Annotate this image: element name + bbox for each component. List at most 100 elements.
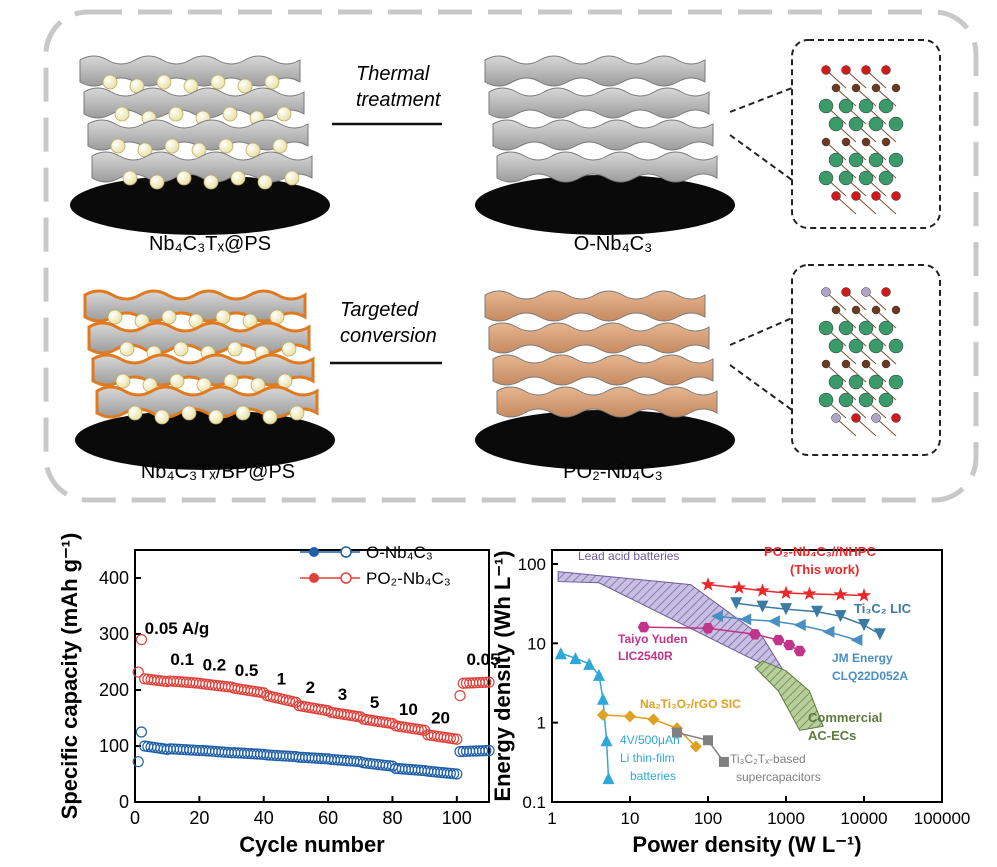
legend-marker (340, 546, 352, 558)
stack-shadow (475, 410, 735, 470)
data-point (600, 734, 613, 747)
atom (841, 137, 851, 147)
data-point (731, 580, 747, 594)
polystyrene-sphere (237, 78, 253, 94)
nanosheet (484, 55, 706, 87)
atom (891, 191, 901, 201)
data-point (778, 585, 794, 600)
atom (888, 338, 904, 354)
x-axis-title: Cycle number (239, 832, 385, 857)
polystyrene-sphere (191, 142, 207, 158)
y-tick-label: 0 (119, 792, 129, 812)
data-point (647, 713, 660, 726)
data-point (850, 634, 863, 647)
x-axis-title: Power density (W L⁻¹) (632, 832, 861, 857)
atom (881, 137, 891, 147)
legend-marker (340, 572, 352, 584)
annotation: Ti₃C₂ LIC (854, 601, 912, 616)
x-tick-label: 0 (130, 808, 140, 828)
sheet-stack (70, 55, 330, 235)
data-point (354, 711, 366, 723)
rate-label: 0.1 (170, 650, 194, 669)
annotation: supercapacitors (736, 770, 821, 784)
data-point (258, 687, 270, 699)
sheet-stack (475, 55, 735, 235)
polystyrene-sphere (284, 170, 300, 186)
polystyrene-sphere (230, 170, 246, 186)
atom (888, 152, 904, 168)
data-point (702, 623, 714, 634)
sheet-stack (475, 290, 735, 470)
y-tick-label: 400 (99, 568, 129, 588)
y-tick-label: 0.1 (522, 793, 546, 812)
data-point (454, 689, 466, 702)
atom (821, 65, 831, 75)
data-point (483, 676, 495, 688)
data-point (703, 735, 713, 746)
bond (835, 309, 857, 329)
atom (848, 374, 864, 390)
data-point (451, 768, 463, 780)
atom (831, 83, 841, 93)
atom (868, 374, 884, 390)
atom (828, 374, 844, 390)
rate-label: 0.05 A/g (145, 619, 210, 638)
atom (891, 305, 901, 315)
data-point (730, 597, 743, 610)
stack-shadow (475, 175, 735, 235)
atom (838, 98, 854, 114)
sheet-stack (75, 289, 335, 470)
annotation: Na₂Ti₃O₇/rGO SIC (640, 697, 741, 711)
nanosheet (484, 290, 706, 322)
data-point (802, 586, 817, 600)
data-point (480, 745, 492, 757)
x-tick-label: 100000 (914, 809, 971, 828)
plot-frame (551, 549, 943, 803)
annotation: CLQ22D052A (832, 669, 908, 683)
annotation: Commercial (808, 710, 882, 725)
rate-label: 0.5 (235, 661, 259, 680)
atom (871, 191, 881, 201)
polystyrene-sphere (281, 341, 297, 357)
crystal-structure (818, 287, 904, 437)
polystyrene-sphere (272, 138, 288, 154)
data-point (772, 634, 785, 646)
data-point (689, 740, 702, 753)
atom (841, 287, 851, 297)
atom (838, 320, 854, 336)
polystyrene-sphere (222, 106, 238, 122)
bond (825, 141, 847, 161)
atom (851, 83, 861, 93)
stack-shadow (75, 410, 335, 470)
data-point (739, 613, 752, 626)
bond (855, 87, 877, 107)
atom (858, 98, 874, 114)
data-point (386, 717, 399, 730)
polystyrene-sphere (173, 341, 189, 357)
legend-label: PO₂-Nb₄C₃ (366, 569, 451, 588)
bond (875, 309, 897, 329)
rate-label: 20 (431, 709, 450, 728)
atom (891, 83, 901, 93)
atom (818, 98, 834, 114)
nanosheet (492, 354, 714, 386)
polystyrene-sphere (115, 373, 131, 389)
atom (831, 305, 841, 315)
polystyrene-sphere (176, 170, 192, 186)
bond (845, 363, 867, 383)
atom (878, 170, 894, 186)
polystyrene-sphere (119, 341, 135, 357)
data-point (451, 733, 463, 745)
arrow-thermal-line1: Thermal (356, 63, 430, 85)
nanosheet (79, 55, 301, 87)
x-tick-label: 1000 (767, 809, 805, 828)
bond (825, 363, 847, 383)
atom (818, 320, 834, 336)
data-point (873, 628, 886, 641)
data-point (476, 676, 489, 689)
data-point (856, 588, 872, 602)
bond (865, 363, 887, 383)
polystyrene-sphere (289, 405, 305, 421)
x-tick-label: 20 (189, 808, 209, 828)
